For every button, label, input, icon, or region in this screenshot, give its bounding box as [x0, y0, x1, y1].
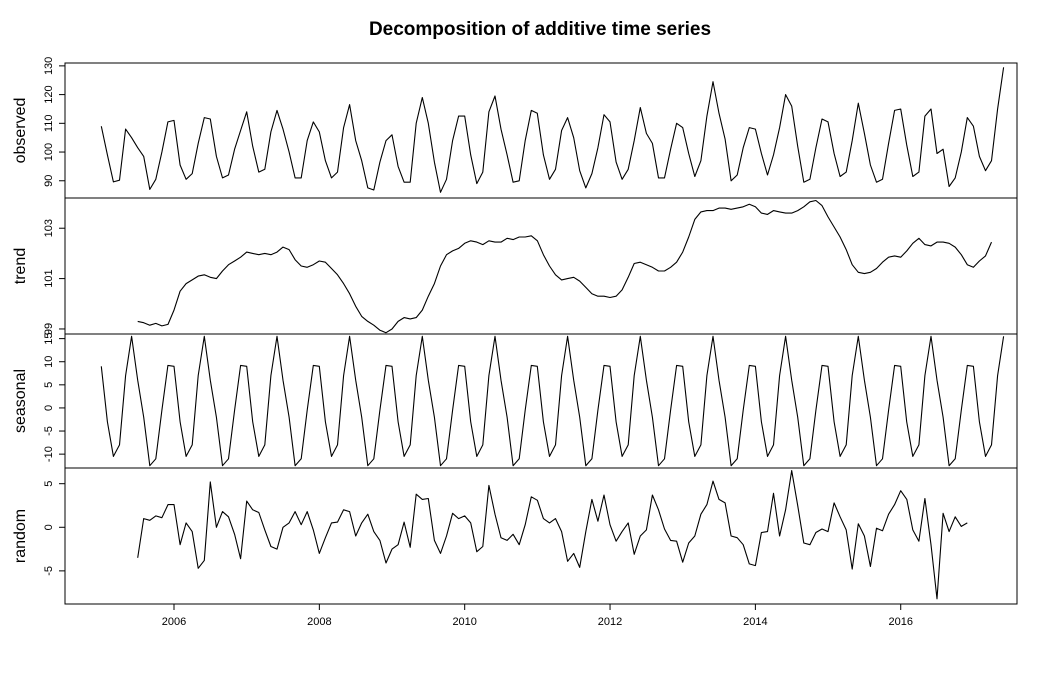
chart-title: Decomposition of additive time series — [369, 19, 711, 40]
panel-observed: observed 90 100 110 120 130 — [12, 57, 1018, 199]
series-line-trend — [137, 199, 993, 334]
y-axis-label-observed: observed — [12, 98, 29, 164]
x-tick-label: 2016 — [888, 616, 912, 628]
y-tick-label-observed: 110 — [43, 115, 55, 133]
x-tick-label: 2006 — [162, 616, 186, 628]
y-tick-label-random: -5 — [43, 566, 55, 576]
y-tick-label-trend: 99 — [43, 323, 55, 335]
x-axis: 2006 2008 2010 2012 2014 2016 — [162, 603, 913, 628]
y-tick-label-seasonal: -10 — [43, 446, 55, 462]
y-axis-label-seasonal: seasonal — [12, 369, 29, 433]
y-tick-label-random: 0 — [43, 524, 55, 530]
panel-seasonal: seasonal -10 -5 0 5 10 15 — [12, 332, 1018, 469]
y-tick-label-seasonal: -5 — [43, 426, 55, 436]
panel-frame-trend — [64, 197, 1018, 335]
panel-frame-observed — [64, 62, 1018, 199]
panel-random: random -5 0 5 — [12, 467, 1018, 605]
x-tick-label: 2010 — [452, 616, 476, 628]
panel-trend: trend 99 101 103 — [12, 197, 1018, 335]
y-tick-label-trend: 103 — [43, 219, 55, 237]
y-tick-label-random: 5 — [43, 481, 55, 487]
y-tick-label-seasonal: 5 — [43, 382, 55, 388]
series-line-observed — [100, 67, 1005, 193]
y-axis-label-trend: trend — [12, 248, 29, 284]
x-tick-label: 2012 — [598, 616, 622, 628]
series-line-seasonal — [100, 335, 1005, 467]
y-tick-label-observed: 100 — [43, 143, 55, 161]
x-tick-label: 2008 — [307, 616, 331, 628]
series-line-random — [137, 470, 968, 600]
panels-group: observed90100110120130trend99101103seaso… — [12, 57, 1018, 605]
y-axis-label-random: random — [12, 509, 29, 563]
y-tick-label-observed: 130 — [43, 57, 55, 75]
panel-frame-random — [64, 467, 1018, 605]
y-tick-label-seasonal: 10 — [43, 356, 55, 368]
y-tick-label-observed: 120 — [43, 85, 55, 103]
x-tick-label: 2014 — [743, 616, 767, 628]
y-tick-label-trend: 101 — [43, 269, 55, 287]
y-tick-label-observed: 90 — [43, 175, 55, 187]
y-tick-label-seasonal: 15 — [43, 332, 55, 344]
y-tick-label-seasonal: 0 — [43, 405, 55, 411]
